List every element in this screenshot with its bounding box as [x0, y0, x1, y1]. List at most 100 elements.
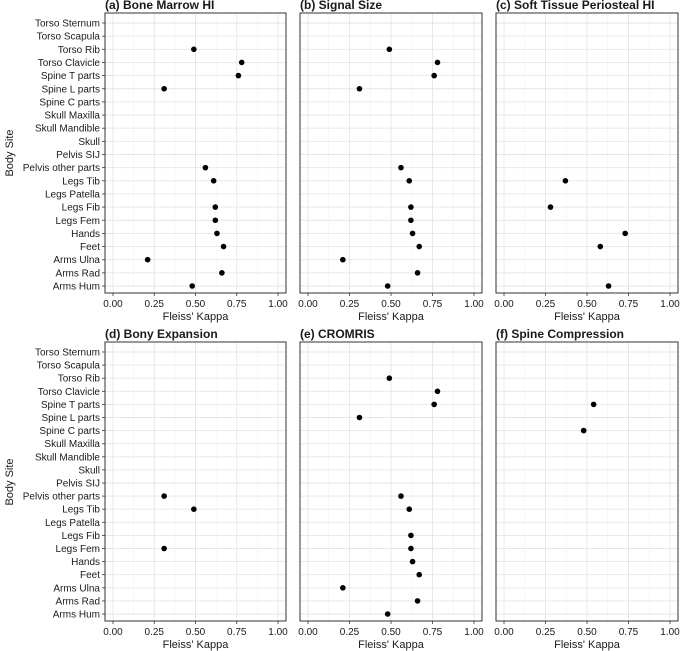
y-tick-label: Legs Tib — [62, 176, 100, 187]
data-point-torso-rib — [386, 375, 393, 382]
panel-c: (c) Soft Tissue Periosteal HI 0.00 0.25 0.5… — [494, 0, 680, 323]
y-tick-label: Arms Ulna — [53, 583, 100, 594]
y-tick-label: Arms Ulna — [53, 255, 100, 266]
y-tick-label: Torso Sternum — [35, 348, 100, 359]
x-tick-label: 0.00 — [494, 627, 514, 638]
data-point-spine-t-parts — [590, 401, 597, 408]
data-point-legs-fem — [212, 217, 219, 224]
y-tick-label: Skull — [78, 137, 100, 148]
data-point-hands — [409, 558, 416, 565]
panel-e: (e) CROMRIS 0.00 0.25 0.50 0.75 1.00 Fleiss' K… — [298, 327, 484, 651]
x-tick-label: 0.75 — [619, 299, 639, 310]
data-point-legs-tib — [562, 178, 569, 184]
data-point-feet — [416, 243, 423, 250]
data-point-feet — [416, 571, 423, 578]
y-tick-label: Torso Clavicle — [38, 387, 101, 398]
x-tick-label: 0.75 — [423, 299, 443, 310]
data-point-pelvis-other-parts — [398, 164, 404, 171]
y-tick-label: Torso Clavicle — [38, 58, 101, 69]
data-point-pelvis-other-parts — [202, 164, 209, 171]
data-point-spine-l-parts — [161, 85, 167, 92]
y-tick-label: Torso Sternum — [35, 19, 100, 30]
x-tick-label: 0.25 — [536, 299, 556, 310]
data-point-legs-tib — [406, 506, 413, 512]
x-tick-label: 0.50 — [381, 299, 401, 310]
x-tick-label: 0.75 — [227, 627, 247, 638]
data-point-legs-fem — [408, 545, 414, 552]
y-tick-label: Skull Mandible — [35, 124, 100, 135]
y-tick-label: Skull — [78, 465, 100, 476]
panel-f: (f) Spine Compression 0.00 0.25 0.50 0.75 1.0… — [494, 327, 680, 651]
panel-title: (b) Signal Size — [300, 0, 382, 12]
x-axis-title: Fleiss' Kappa — [358, 639, 425, 651]
y-tick-label: Spine L parts — [41, 84, 100, 95]
panel-a: (a) Bone Marrow HI Torso Sternum Torso Sca… — [23, 0, 288, 323]
y-tick-label: Pelvis SIJ — [56, 150, 100, 161]
panel-title: (a) Bone Marrow HI — [105, 0, 214, 12]
data-point-spine-t-parts — [431, 72, 437, 79]
x-tick-label: 0.50 — [186, 299, 206, 310]
y-tick-label: Legs Fem — [56, 216, 100, 227]
data-point-hands — [214, 230, 220, 237]
y-tick-label: Legs Fib — [62, 531, 101, 542]
y-tick-label: Spine T parts — [41, 400, 100, 411]
y-tick-label: Arms Rad — [56, 268, 100, 279]
x-axis-title: Fleiss' Kappa — [163, 311, 230, 323]
y-tick-label: Hands — [71, 229, 100, 240]
y-tick-label: Feet — [80, 570, 100, 581]
x-tick-label: 0.00 — [494, 299, 514, 310]
y-tick-label: Spine C parts — [39, 426, 100, 437]
y-tick-label: Pelvis SIJ — [56, 479, 100, 490]
data-point-torso-rib — [191, 46, 197, 53]
data-point-torso-clavicle — [434, 59, 441, 66]
data-point-arms-rad — [219, 270, 225, 276]
data-point-legs-fem — [161, 545, 167, 552]
y-tick-label: Pelvis other parts — [23, 163, 100, 174]
data-point-spine-t-parts — [431, 401, 437, 408]
y-axis-title-bottom: Body Site — [4, 458, 16, 505]
y-tick-label: Skull Maxilla — [44, 439, 100, 450]
x-tick-label: 0.25 — [536, 627, 556, 638]
y-tick-label: Torso Scapula — [37, 32, 101, 43]
x-tick-label: 0.50 — [577, 627, 597, 638]
y-tick-label: Spine L parts — [41, 413, 100, 424]
panel-d: (d) Bony Expansion Torso Sternum Torso Sca… — [23, 327, 288, 651]
data-point-legs-tib — [191, 506, 197, 512]
panel-title: (c) Soft Tissue Periosteal HI — [496, 0, 655, 12]
panel-title: (f) Spine Compression — [496, 327, 624, 341]
x-tick-label: 1.00 — [268, 299, 288, 310]
data-point-arms-hum — [605, 283, 612, 289]
y-tick-label: Pelvis other parts — [23, 492, 100, 503]
y-tick-label: Legs Fem — [56, 544, 100, 555]
data-point-spine-l-parts — [356, 85, 363, 92]
x-tick-label: 0.75 — [423, 627, 443, 638]
x-tick-label: 0.50 — [577, 299, 597, 310]
x-tick-label: 1.00 — [660, 299, 680, 310]
y-tick-label: Legs Tib — [62, 505, 100, 516]
data-point-legs-tib — [210, 178, 217, 184]
y-tick-label: Arms Rad — [56, 596, 100, 607]
x-tick-label: 0.25 — [145, 299, 165, 310]
x-tick-label: 1.00 — [464, 299, 484, 310]
data-point-arms-ulna — [144, 256, 151, 263]
y-tick-label: Spine C parts — [39, 97, 100, 108]
data-point-torso-rib — [386, 46, 393, 53]
y-tick-label: Arms Hum — [53, 282, 100, 293]
data-point-spine-c-parts — [580, 427, 587, 434]
x-axis-title: Fleiss' Kappa — [554, 311, 621, 323]
data-point-arms-hum — [384, 611, 391, 617]
x-tick-label: 0.25 — [340, 627, 360, 638]
data-point-feet — [220, 243, 227, 250]
panel-b: (b) Signal Size 0.00 0.25 0.50 0.75 1.00 Fleis… — [298, 0, 484, 323]
y-tick-label: Skull Mandible — [35, 452, 100, 463]
data-point-arms-ulna — [340, 585, 346, 591]
data-point-arms-hum — [384, 283, 391, 289]
y-tick-label: Torso Rib — [58, 45, 101, 56]
y-tick-label: Torso Scapula — [37, 361, 101, 372]
data-point-torso-clavicle — [238, 59, 245, 66]
x-axis-title: Fleiss' Kappa — [358, 311, 425, 323]
y-tick-label: Legs Fib — [62, 203, 101, 214]
x-tick-label: 0.00 — [103, 299, 123, 310]
y-tick-label: Skull Maxilla — [44, 111, 100, 122]
